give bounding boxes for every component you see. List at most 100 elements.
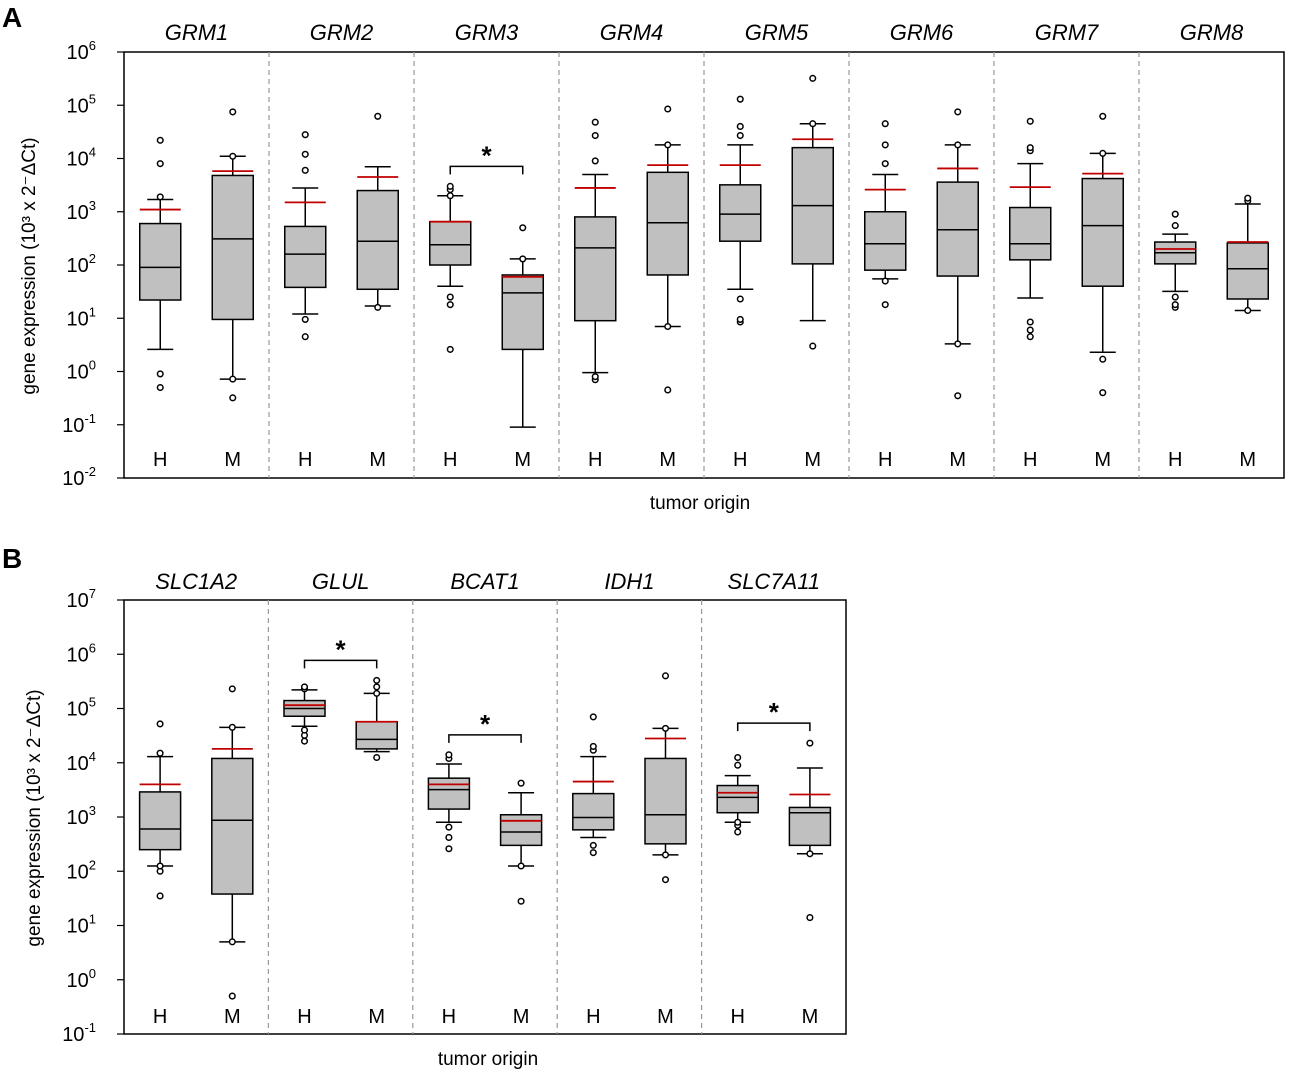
outlier-point xyxy=(736,122,744,130)
outlier-point xyxy=(881,141,889,149)
y-tick-exponent: 4 xyxy=(89,145,96,160)
outlier-point xyxy=(228,685,236,693)
iqr-box xyxy=(138,791,182,851)
iqr-box xyxy=(284,225,327,289)
gene-label: IDH1 xyxy=(604,569,654,594)
group-label: M xyxy=(1094,449,1111,471)
box-m: M xyxy=(936,108,979,471)
outlier-point xyxy=(1099,389,1107,397)
iqr-box xyxy=(646,171,689,276)
outlier-point xyxy=(519,255,527,263)
gene-group-grm2: GRM2 H M xyxy=(268,20,399,478)
significance-bracket xyxy=(448,734,522,743)
outlier-point xyxy=(1026,333,1034,341)
gene-label: GRM3 xyxy=(455,20,519,45)
iqr-box xyxy=(355,720,398,750)
box-m: M xyxy=(646,105,689,471)
outlier-point xyxy=(373,683,381,691)
outlier-point xyxy=(229,375,237,383)
outlier-point xyxy=(664,141,672,149)
y-tick-exponent: 2 xyxy=(89,251,96,266)
group-label: H xyxy=(730,1006,744,1028)
y-tick-exponent: -2 xyxy=(84,464,96,479)
gene-group-grm5: GRM5 H M xyxy=(703,20,834,478)
outlier-point xyxy=(300,726,309,734)
iqr-box xyxy=(1226,242,1269,300)
panel-a-label: A xyxy=(2,2,22,33)
outlier-point xyxy=(1026,117,1034,125)
box-m: M xyxy=(211,108,254,471)
significance-bracket xyxy=(303,659,378,669)
box-m: M xyxy=(1081,112,1124,471)
group-label: H xyxy=(1023,449,1037,471)
outlier-point xyxy=(1171,210,1179,218)
outlier-point xyxy=(156,892,164,900)
outlier-point xyxy=(734,761,742,769)
y-tick-exponent: 2 xyxy=(89,857,96,872)
iqr-box xyxy=(139,222,182,301)
gene-group-grm4: GRM4 H M xyxy=(558,20,689,478)
y-tick-exponent: 6 xyxy=(89,38,96,53)
outlier-point xyxy=(806,739,814,747)
gene-label: GRM2 xyxy=(310,20,374,45)
outlier-point xyxy=(374,303,382,311)
outlier-point xyxy=(591,131,599,140)
iqr-box xyxy=(788,806,832,847)
y-tick-exponent: -1 xyxy=(84,1020,96,1035)
gene-group-grm1: GRM1 H M xyxy=(139,20,254,471)
y-tick-label: 106 xyxy=(67,640,96,666)
group-label: M xyxy=(1239,449,1256,471)
outlier-point xyxy=(664,386,672,394)
iqr-box xyxy=(501,274,544,351)
iqr-box xyxy=(719,184,762,242)
outlier-point xyxy=(446,192,454,200)
gene-label: GRM8 xyxy=(1180,20,1244,45)
outlier-point xyxy=(736,131,744,140)
outlier-point xyxy=(589,742,597,750)
outlier-point xyxy=(1026,318,1034,326)
outlier-point xyxy=(517,779,525,787)
y-tick-label: 101 xyxy=(67,912,96,938)
outlier-point xyxy=(446,182,454,190)
group-label: H xyxy=(443,449,457,471)
box-h: H xyxy=(572,713,615,1028)
y-tick-label: 10-2 xyxy=(62,464,96,490)
group-label: M xyxy=(804,449,821,471)
y-tick-exponent: 0 xyxy=(89,966,96,981)
y-tick-exponent: 1 xyxy=(89,912,96,927)
outlier-point xyxy=(1026,326,1034,334)
box-h: H xyxy=(1009,117,1052,471)
box-m: M xyxy=(644,672,687,1028)
outlier-point xyxy=(301,150,309,158)
group-label: H xyxy=(297,1006,311,1028)
gene-label: GRM4 xyxy=(600,20,664,45)
outlier-point xyxy=(301,315,309,323)
y-tick-label: 101 xyxy=(67,304,96,330)
iqr-box xyxy=(211,174,254,321)
gene-group-grm8: GRM8 H M xyxy=(1138,20,1269,478)
outlier-point xyxy=(589,713,597,721)
outlier-point xyxy=(1244,194,1252,202)
gene-label: GRM7 xyxy=(1035,20,1099,45)
gene-group-idh1: IDH1 H M xyxy=(556,569,687,1034)
outlier-point xyxy=(954,392,962,400)
iqr-box xyxy=(429,220,472,266)
group-label: M xyxy=(514,449,531,471)
box-h: H xyxy=(283,683,326,1028)
outlier-point xyxy=(517,862,525,870)
group-label: M xyxy=(513,1006,530,1028)
outlier-point xyxy=(1171,222,1179,230)
gene-label: SLC1A2 xyxy=(155,569,237,594)
outlier-point xyxy=(1099,355,1107,363)
group-label: H xyxy=(586,1006,600,1028)
box-h: H xyxy=(864,120,907,471)
outlier-point xyxy=(661,724,670,732)
iqr-box xyxy=(864,211,907,271)
y-tick-exponent: 6 xyxy=(89,640,96,655)
gene-group-grm3: GRM3 H M * xyxy=(413,20,544,478)
iqr-box xyxy=(716,784,759,814)
y-tick-label: 103 xyxy=(67,198,96,224)
outlier-point xyxy=(809,74,817,82)
group-label: M xyxy=(657,1006,674,1028)
